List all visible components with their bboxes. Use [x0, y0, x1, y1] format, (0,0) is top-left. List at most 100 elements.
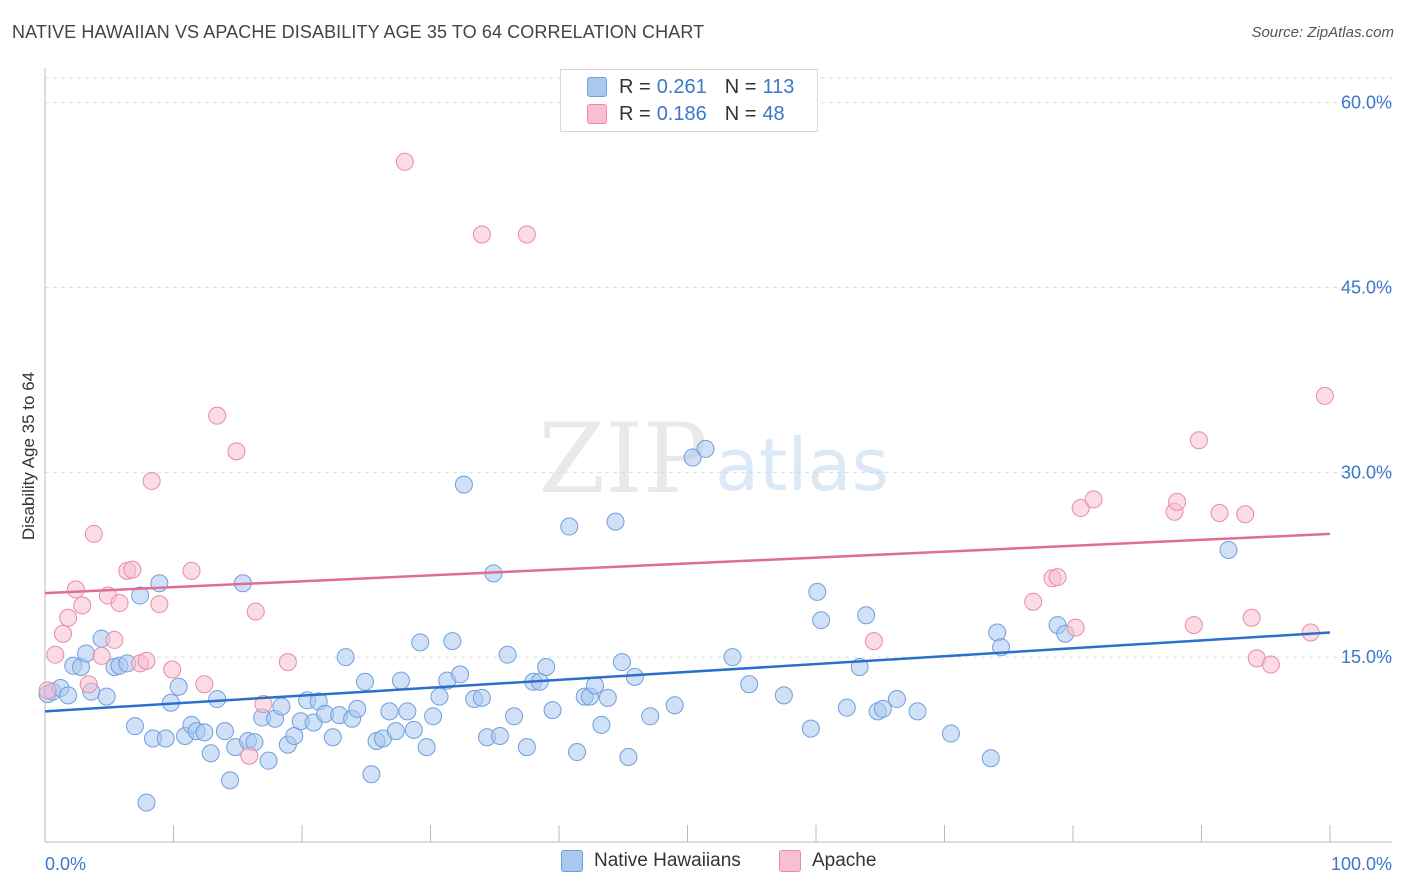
data-point-native-hawaiians	[941, 724, 960, 743]
data-point-apache	[182, 561, 201, 580]
bottom-legend-swatch-blue	[561, 850, 583, 872]
tick-labels: 15.0% 30.0% 45.0% 60.0% 0.0% 100.0%	[45, 93, 1392, 874]
data-point-apache	[517, 225, 536, 244]
data-point-native-hawaiians	[323, 728, 342, 747]
y-tick-label: 30.0%	[1341, 462, 1392, 482]
data-point-native-hawaiians	[472, 688, 491, 707]
data-point-native-hawaiians	[505, 707, 524, 726]
data-point-apache	[123, 560, 142, 579]
data-point-native-hawaiians	[221, 771, 240, 790]
data-point-native-hawaiians	[336, 648, 355, 667]
data-point-native-hawaiians	[208, 690, 227, 709]
data-point-apache	[208, 406, 227, 425]
data-point-apache	[1024, 592, 1043, 611]
data-point-native-hawaiians	[398, 702, 417, 721]
data-point-apache	[1048, 568, 1067, 587]
axes	[44, 68, 1392, 843]
series-apache	[38, 152, 1334, 765]
legend-n-label: N =	[724, 102, 757, 125]
data-point-native-hawaiians	[417, 738, 436, 757]
data-point-native-hawaiians	[723, 648, 742, 667]
data-point-native-hawaiians	[606, 512, 625, 531]
y-tick-label: 60.0%	[1341, 93, 1392, 113]
data-point-apache	[395, 152, 414, 171]
data-point-native-hawaiians	[585, 676, 604, 695]
data-point-apache	[110, 593, 129, 612]
data-point-native-hawaiians	[454, 475, 473, 494]
data-point-apache	[1315, 386, 1334, 405]
data-point-native-hawaiians	[696, 439, 715, 458]
data-point-native-hawaiians	[625, 667, 644, 686]
data-point-native-hawaiians	[740, 675, 759, 694]
data-point-apache	[254, 694, 273, 713]
data-point-native-hawaiians	[665, 696, 684, 715]
bottom-legend-swatch-pink	[779, 850, 801, 872]
data-point-native-hawaiians	[837, 698, 856, 717]
data-point-apache	[1071, 499, 1090, 518]
data-point-native-hawaiians	[490, 727, 509, 746]
legend-r-value: 0.186	[656, 102, 707, 125]
data-point-native-hawaiians	[424, 707, 443, 726]
data-point-apache	[53, 624, 72, 643]
data-point-apache	[59, 608, 78, 627]
watermark-atlas: atlas	[715, 423, 889, 507]
bottom-legend-label: Native Hawaiians	[594, 850, 741, 871]
data-point-native-hawaiians	[567, 743, 586, 762]
data-point-native-hawaiians	[355, 672, 374, 691]
data-point-apache	[240, 746, 259, 765]
data-point-native-hawaiians	[908, 702, 927, 721]
y-axis-label: Disability Age 35 to 64	[19, 372, 38, 540]
trend-line-apache	[44, 532, 1331, 595]
legend-r-label: R =	[619, 75, 651, 98]
legend-row-native-hawaiians: R = 0.261 N = 113	[587, 75, 794, 99]
data-point-native-hawaiians	[156, 729, 175, 748]
data-point-native-hawaiians	[411, 633, 430, 652]
data-point-native-hawaiians	[560, 517, 579, 536]
correlation-legend: R = 0.261 N = 113 R = 0.186 N = 48	[560, 69, 818, 132]
data-point-native-hawaiians	[808, 582, 827, 601]
data-point-apache	[1168, 492, 1187, 511]
data-point-native-hawaiians	[131, 586, 150, 605]
data-point-apache	[1236, 505, 1255, 524]
legend-n-value: 113	[762, 75, 795, 98]
data-point-apache	[195, 675, 214, 694]
data-point-apache	[142, 471, 161, 490]
data-point-native-hawaiians	[537, 658, 556, 677]
data-point-native-hawaiians	[195, 723, 214, 742]
data-point-apache	[79, 675, 98, 694]
legend-n-value: 48	[762, 102, 785, 125]
data-point-apache	[246, 602, 265, 621]
data-point-native-hawaiians	[97, 687, 116, 706]
data-point-native-hawaiians	[619, 747, 638, 766]
data-point-apache	[1184, 616, 1203, 635]
data-point-apache	[278, 653, 297, 672]
chart-title: NATIVE HAWAIIAN VS APACHE DISABILITY AGE…	[12, 22, 705, 42]
data-point-apache	[227, 442, 246, 461]
x-tick-label: 0.0%	[45, 854, 86, 874]
data-point-native-hawaiians	[517, 738, 536, 757]
y-tick-label: 45.0%	[1341, 277, 1392, 297]
legend-r-value: 0.261	[656, 75, 707, 98]
data-point-native-hawaiians	[59, 686, 78, 705]
data-point-apache	[38, 681, 57, 700]
data-point-native-hawaiians	[125, 717, 144, 736]
data-point-apache	[105, 630, 124, 649]
data-point-apache	[84, 524, 103, 543]
data-point-native-hawaiians	[812, 611, 831, 630]
data-point-native-hawaiians	[272, 697, 291, 716]
data-point-native-hawaiians	[592, 715, 611, 734]
grid-lines	[45, 77, 1392, 658]
data-point-native-hawaiians	[598, 688, 617, 707]
trend-line-native-hawaiians	[44, 631, 1331, 713]
data-point-native-hawaiians	[137, 793, 156, 812]
data-point-apache	[1189, 431, 1208, 450]
data-point-native-hawaiians	[641, 707, 660, 726]
data-point-apache	[66, 580, 85, 599]
data-point-apache	[1084, 490, 1103, 509]
data-point-native-hawaiians	[404, 720, 423, 739]
legend-n-label: N =	[724, 75, 757, 98]
bottom-legend-label: Apache	[812, 850, 877, 871]
data-point-native-hawaiians	[683, 448, 702, 467]
y-tick-label: 15.0%	[1341, 647, 1392, 667]
